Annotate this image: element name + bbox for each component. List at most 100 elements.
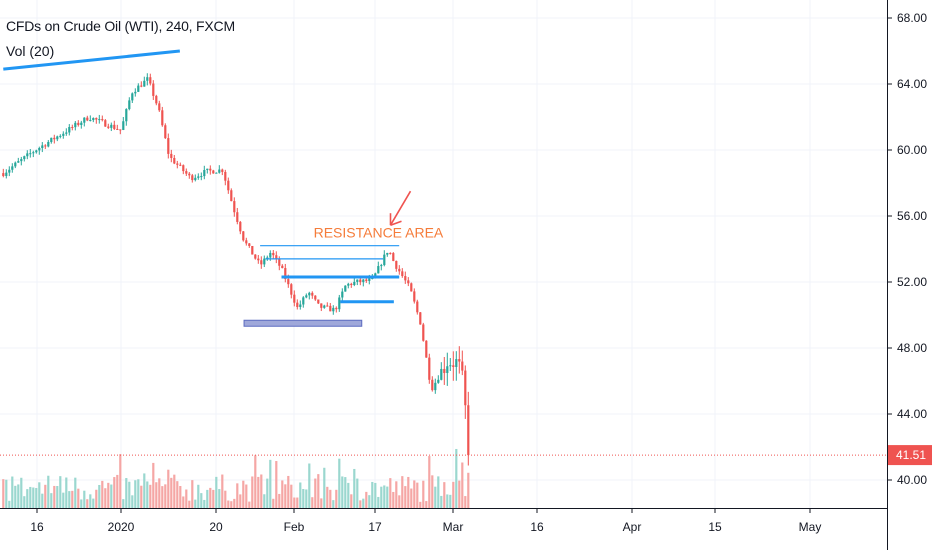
volume-bar	[227, 500, 230, 508]
candle-body	[428, 357, 431, 380]
candle-body	[14, 162, 17, 167]
price-tick-label: 52.00	[897, 275, 927, 289]
volume-bar	[362, 498, 365, 508]
volume-bar	[152, 462, 155, 508]
candle-body	[83, 117, 86, 123]
volume-bar	[134, 480, 137, 508]
volume-bar	[110, 484, 113, 508]
candle-body	[425, 340, 428, 358]
volume-bar	[407, 476, 410, 508]
candle-body	[32, 152, 35, 154]
price-axis-ticks[interactable]: 68.00 64.00 60.00 56.00 52.00 48.00 44.00 40.00	[887, 11, 927, 487]
volume-bar	[344, 477, 347, 508]
candle-body	[353, 281, 356, 286]
volume-bar	[92, 498, 95, 508]
support-zone	[243, 319, 363, 327]
candle-body	[80, 122, 83, 125]
candle-body	[320, 303, 323, 308]
candle-body	[461, 361, 464, 371]
candle-body	[299, 304, 302, 308]
candle-body	[377, 266, 380, 274]
candle-body	[437, 379, 440, 383]
time-tick-label: 2020	[108, 520, 135, 534]
price-tick-label: 48.00	[897, 341, 927, 355]
volume-bar	[128, 481, 131, 508]
last-price-badge-bg	[888, 445, 932, 466]
volume-bar	[275, 461, 278, 508]
volume-bar	[38, 482, 41, 508]
candle-body	[20, 159, 23, 162]
candle-body	[338, 297, 341, 310]
chart-grid	[0, 0, 887, 508]
candle-body	[434, 382, 437, 391]
candle-body	[23, 156, 26, 160]
time-tick-label: 16	[530, 520, 544, 534]
volume-bar	[176, 481, 179, 508]
candle-body	[278, 258, 281, 266]
volume-bar	[68, 491, 71, 508]
candle-body	[392, 253, 395, 261]
volume-bar	[413, 480, 416, 508]
candle-body	[245, 240, 248, 244]
candle-body	[248, 243, 251, 246]
candle-body	[95, 118, 98, 120]
candle-body	[284, 268, 287, 280]
volume-bar	[137, 479, 140, 508]
candle-body	[467, 405, 470, 456]
volume-bar	[284, 484, 287, 508]
candle-body	[188, 173, 191, 176]
volume-bar	[161, 486, 164, 508]
last-price-badge: 41.51	[888, 445, 932, 466]
volume-bar	[2, 479, 5, 508]
volume-bar	[146, 481, 149, 508]
candle-body	[8, 169, 11, 173]
candle-body	[41, 145, 44, 149]
candle-body	[62, 133, 65, 136]
candle-body	[359, 279, 362, 283]
symbol-legend-title[interactable]: CFDs on Crude Oil (WTI), 240, FXCM	[6, 18, 235, 34]
candle-body	[431, 379, 434, 391]
candle-body	[260, 260, 263, 265]
volume-bar	[206, 489, 209, 508]
resistance-arrow	[389, 190, 412, 226]
candle-body	[167, 138, 170, 154]
candle-body	[356, 279, 359, 282]
candle-body	[146, 77, 149, 81]
volume-bar	[83, 490, 86, 508]
candle-body	[194, 177, 197, 181]
volume-bar	[119, 454, 122, 508]
volume-legend-label[interactable]: Vol (20)	[6, 43, 55, 59]
volume-bar	[383, 485, 386, 508]
candle-body	[293, 294, 296, 303]
time-axis-ticks[interactable]: 16 2020 20 Feb 17 Mar 16 Apr 15 May	[30, 508, 821, 534]
volume-bar	[170, 477, 173, 508]
volume-bar	[458, 480, 461, 508]
volume-bar	[425, 501, 428, 508]
candle-body	[191, 175, 194, 181]
volume-bar	[23, 496, 26, 508]
candle-body	[137, 85, 140, 92]
volume-bar	[80, 499, 83, 508]
volume-bar	[89, 494, 92, 508]
volume-bar	[350, 494, 353, 508]
candle-body	[266, 257, 269, 259]
candle-body	[128, 100, 131, 110]
volume-bar	[101, 480, 104, 508]
candle-body	[404, 276, 407, 281]
candle-body	[329, 305, 332, 312]
volume-bar	[302, 489, 305, 508]
volume-bar	[392, 491, 395, 508]
candle-body	[152, 83, 155, 96]
volume-bar	[179, 486, 182, 508]
volume-bar	[218, 489, 221, 508]
time-tick-label: 16	[30, 520, 44, 534]
candle-body	[458, 359, 461, 362]
candle-body	[206, 168, 209, 170]
candle-body	[74, 122, 77, 128]
volume-bar	[50, 493, 53, 508]
candle-body	[269, 252, 272, 258]
volume-bar	[395, 481, 398, 508]
price-tick-label: 44.00	[897, 407, 927, 421]
volume-bar	[467, 472, 470, 508]
